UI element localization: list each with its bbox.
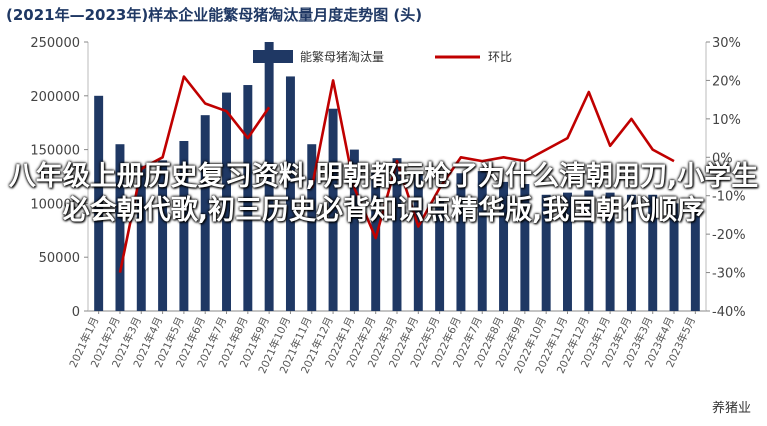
bar: [392, 158, 402, 311]
bar: [584, 190, 594, 311]
bar: [690, 208, 700, 311]
bar: [563, 192, 572, 311]
bar: [669, 203, 679, 311]
bar: [328, 108, 338, 311]
bar: [115, 144, 125, 311]
bar: [243, 85, 253, 311]
bar: [626, 194, 636, 311]
y-tick-right: -10%: [712, 190, 746, 205]
bar: [285, 76, 295, 311]
y-tick-right: 30%: [712, 36, 741, 51]
y-tick-right: 20%: [712, 74, 741, 89]
bar: [541, 194, 551, 311]
bar: [158, 160, 168, 311]
series-line-huanbi: [118, 75, 675, 273]
legend-label-line: 环比: [488, 50, 512, 64]
y-tick-left: 100000: [30, 197, 80, 212]
bar: [179, 140, 189, 311]
bar: [520, 184, 530, 311]
bar: [371, 171, 381, 311]
legend-label-bar: 能繁母猪淘汰量: [300, 49, 384, 64]
y-tick-right: -30%: [712, 267, 746, 282]
chart-title: (2021年—2023年)样本企业能繁母猪淘汰量月度走势图 (头): [6, 6, 423, 24]
bar: [499, 181, 509, 311]
legend-swatch-bar: [253, 50, 293, 63]
watermark-text: 养猪业: [711, 401, 751, 416]
y-tick-left: 200000: [30, 90, 80, 105]
y-tick-right: 0%: [712, 151, 733, 166]
bar: [435, 198, 445, 311]
bar: [200, 115, 210, 311]
y-tick-left: 250000: [30, 36, 80, 51]
y-tick-right: -40%: [712, 305, 746, 320]
bar: [136, 165, 146, 311]
bar: [307, 144, 317, 311]
bar: [413, 171, 423, 311]
bar: [94, 95, 104, 311]
y-tick-right: -20%: [712, 228, 746, 243]
bar: [605, 192, 615, 311]
bar: [349, 149, 359, 311]
bar: [477, 171, 487, 311]
bar: [222, 92, 231, 312]
bar: [456, 173, 466, 311]
y-tick-left: 150000: [30, 144, 80, 159]
y-tick-left: 50000: [39, 251, 80, 266]
bar: [648, 194, 658, 311]
y-tick-left: 0: [72, 305, 80, 320]
bar: [264, 42, 274, 311]
y-tick-right: 10%: [712, 113, 741, 128]
